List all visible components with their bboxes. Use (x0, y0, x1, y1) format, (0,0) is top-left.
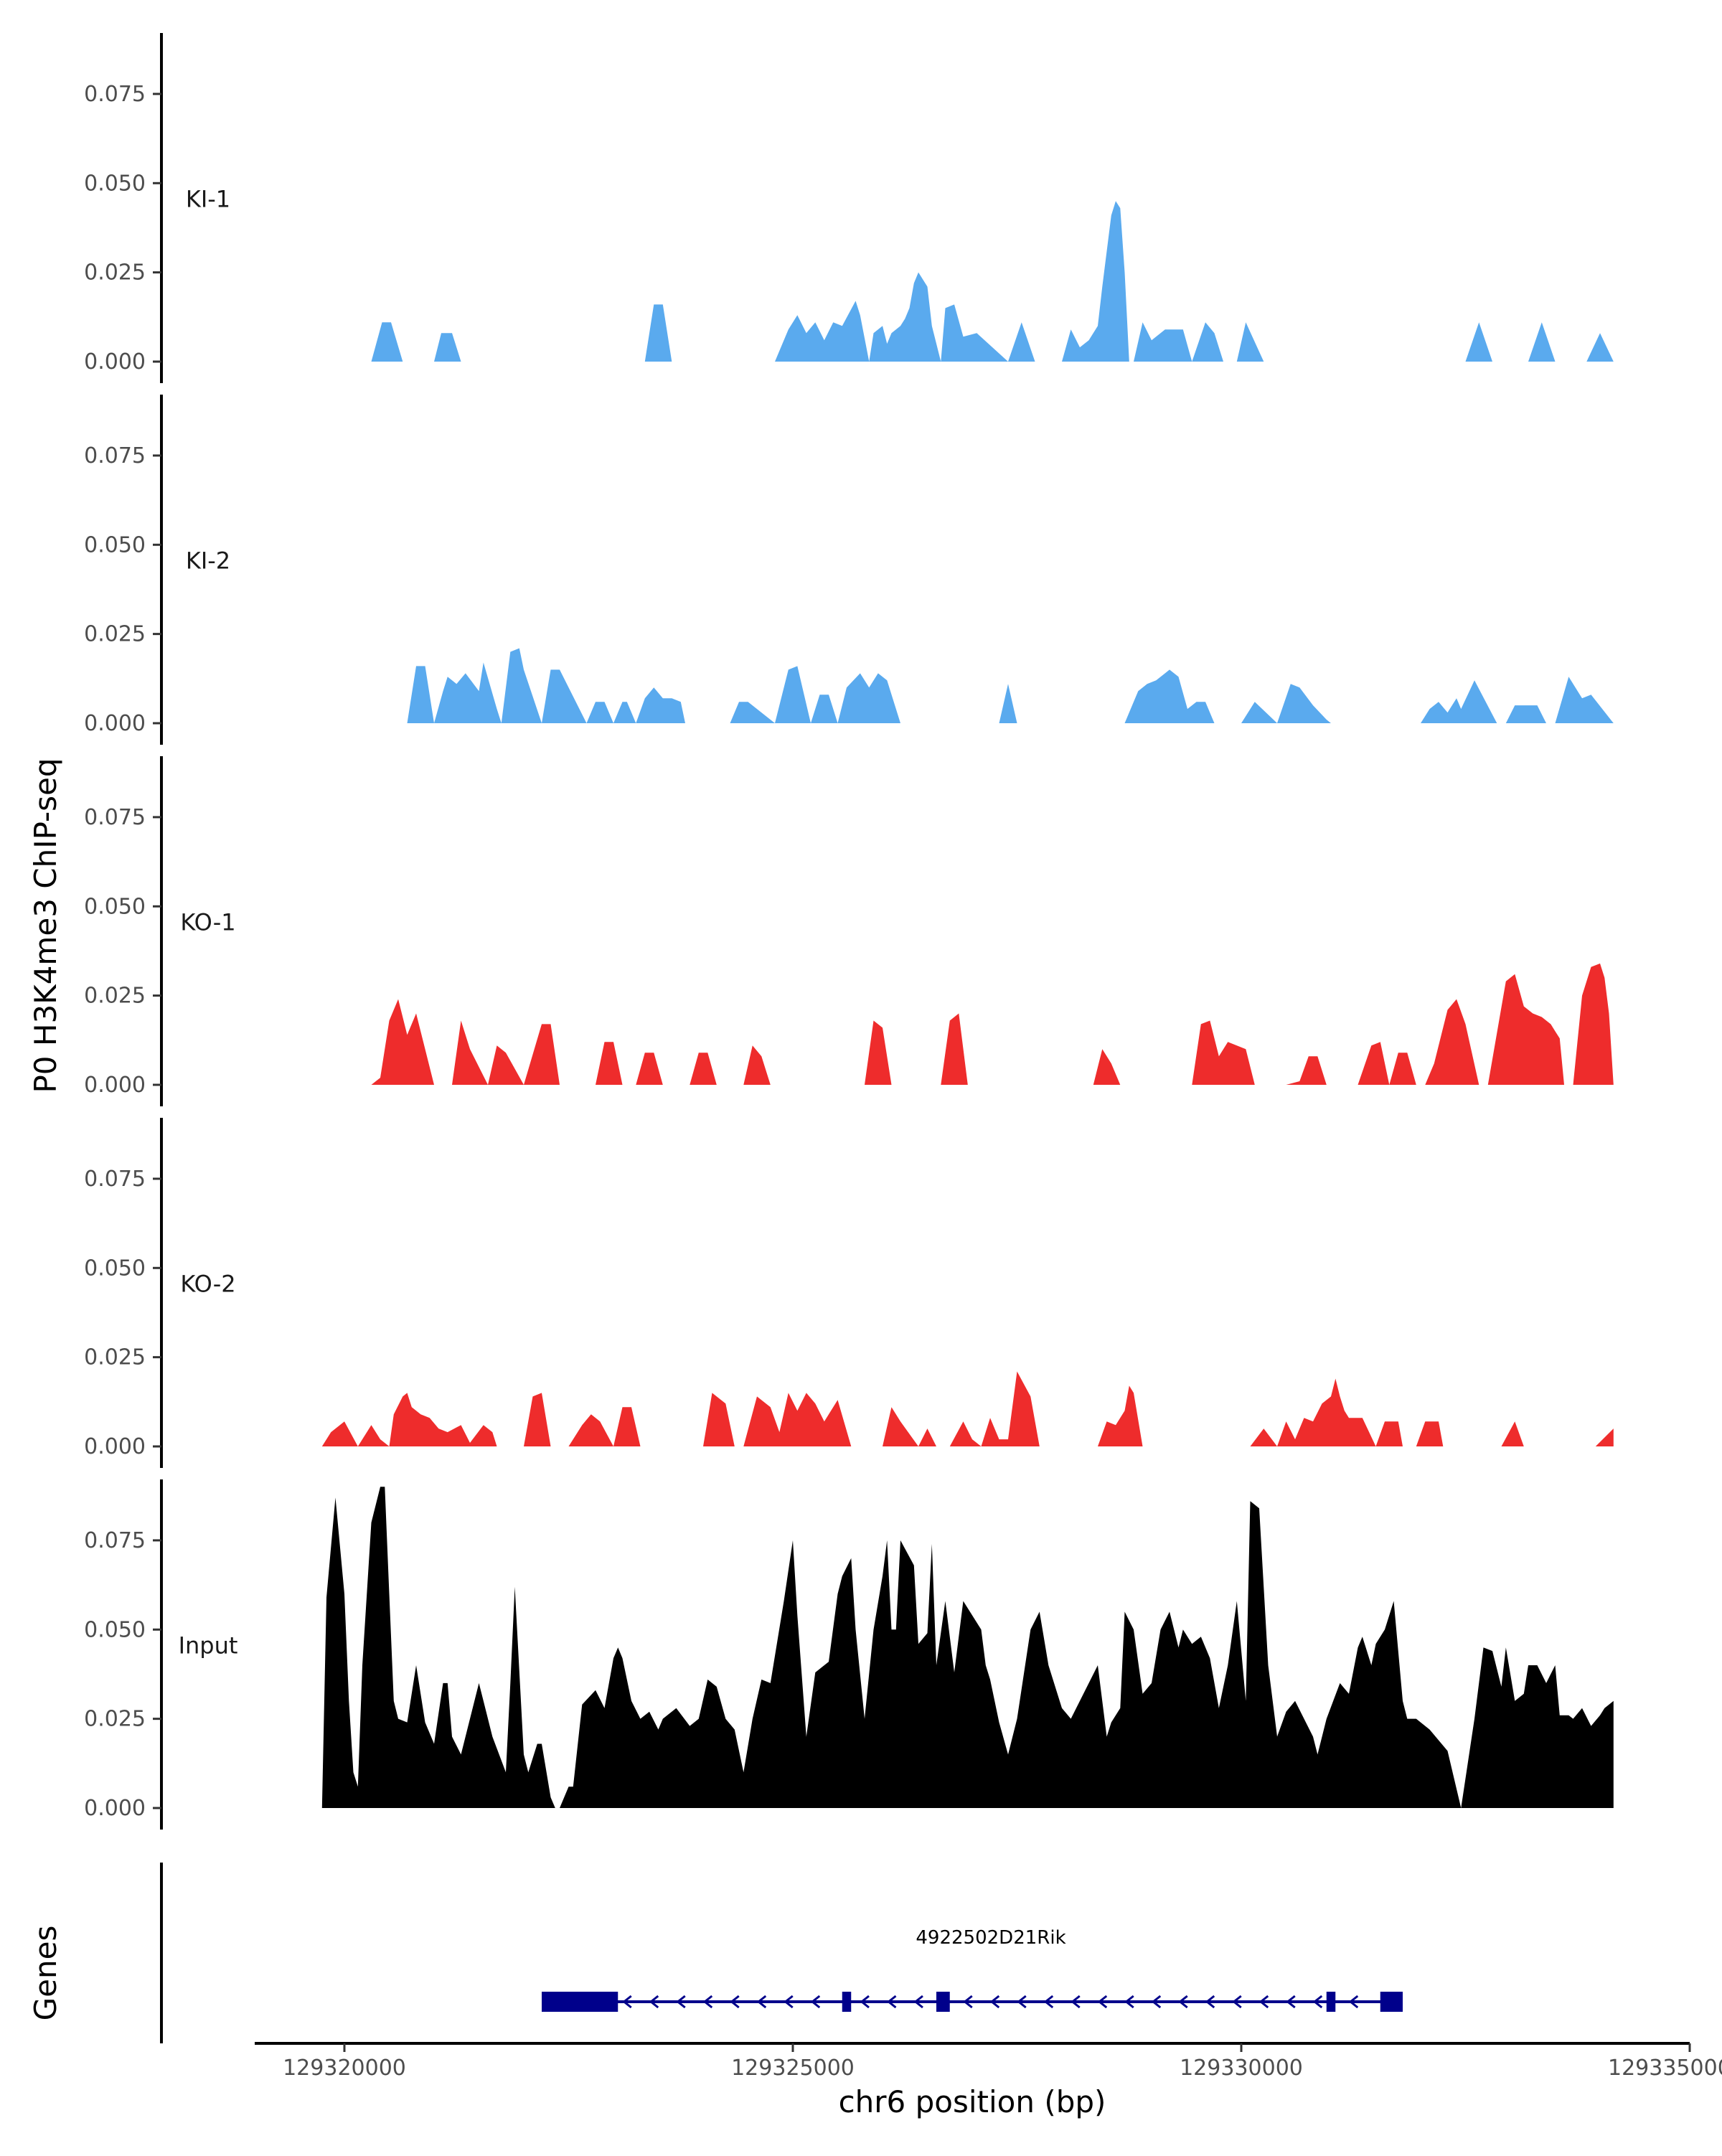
track-panel-ko-1: 0.000 0.025 0.050 0.075 KO-1 (84, 756, 1614, 1106)
track-panel-ki-2: 0.000 0.025 0.050 0.075 KI-2 (84, 395, 1614, 745)
x-axis: 129320000 129325000 129330000 129335000 (255, 2042, 1722, 2081)
strand-arrow (730, 1995, 740, 2009)
x-tick-label: 129320000 (283, 2056, 406, 2081)
strand-arrow (1312, 1995, 1323, 2009)
strand-arrow (1043, 1995, 1054, 2009)
strand-arrow (1232, 1995, 1242, 2009)
track-label: Input (179, 1632, 238, 1660)
strand-arrow (1178, 1995, 1188, 2009)
strand-arrow (622, 1995, 632, 2009)
x-tick-label: 129335000 (1608, 2056, 1722, 2081)
track-label: KO-1 (180, 909, 235, 936)
strand-arrow (913, 1995, 923, 2009)
signal-area-ko-2 (321, 1371, 1614, 1446)
y-tick-label: 0.000 (84, 1073, 146, 1098)
y-tick-label: 0.075 (84, 82, 146, 107)
gene-exon (542, 1992, 618, 2012)
track-panel-input: 0.000 0.025 0.050 0.075 Input (84, 1479, 1614, 1830)
y-tick-label: 0.050 (84, 1617, 146, 1642)
strand-arrow (810, 1995, 821, 2009)
gene-exon (1326, 1992, 1336, 2012)
y-tick-label: 0.075 (84, 443, 146, 469)
gene-exon (936, 1992, 950, 2012)
strand-arrow (1286, 1995, 1296, 2009)
tracks-layer: 0.0000.0250.0500.075KI-10.0000.0250.0500… (84, 33, 1614, 1830)
signal-area-ko-1 (371, 963, 1614, 1085)
y-tick-label: 0.075 (84, 1528, 146, 1553)
strand-arrow (1097, 1995, 1108, 2009)
gene-panel: 4922502D21Rik (160, 1863, 1403, 2043)
strand-arrow (989, 1995, 1000, 2009)
signal-area-input (321, 1487, 1614, 1808)
strand-arrow (1348, 1995, 1359, 2009)
y-tick-label: 0.050 (84, 1256, 146, 1281)
y-axis-title: P0 H3K4me3 ChIP-seq (28, 758, 63, 1093)
strand-arrow (649, 1995, 659, 2009)
y-tick-label: 0.025 (84, 1345, 146, 1370)
y-tick-label: 0.025 (84, 260, 146, 286)
x-tick-label: 129330000 (1180, 2056, 1303, 2081)
strand-arrow (756, 1995, 767, 2009)
y-tick-label: 0.075 (84, 805, 146, 830)
track-panel-ki-1: 0.000 0.025 0.050 0.075 KI-1 (84, 33, 1614, 383)
y-tick-label: 0.025 (84, 622, 146, 647)
y-tick-label: 0.050 (84, 894, 146, 919)
gene-exon (842, 1992, 852, 2012)
strand-arrow (1124, 1995, 1134, 2009)
y-tick-label: 0.000 (84, 349, 146, 375)
y-tick-label: 0.025 (84, 984, 146, 1009)
track-label: KI-1 (186, 186, 230, 213)
signal-area-ki-2 (407, 648, 1614, 723)
strand-arrow (963, 1995, 973, 2009)
strand-arrow (1017, 1995, 1027, 2009)
y-tick-label: 0.000 (84, 711, 146, 736)
y-tick-label: 0.050 (84, 532, 146, 557)
strand-arrow (1071, 1995, 1081, 2009)
y-tick-label: 0.000 (84, 1796, 146, 1821)
track-panel-ko-2: 0.000 0.025 0.050 0.075 KO-2 (84, 1118, 1614, 1468)
strand-arrow (1258, 1995, 1269, 2009)
strand-arrow (860, 1995, 870, 2009)
signal-area-ki-1 (371, 201, 1614, 362)
strand-arrow (676, 1995, 686, 2009)
strand-arrow (784, 1995, 794, 2009)
gene-exon (1380, 1992, 1403, 2012)
y-tick-label: 0.025 (84, 1707, 146, 1732)
x-tick-label: 129325000 (731, 2056, 855, 2081)
track-label: KI-2 (186, 547, 230, 575)
strand-arrow (1205, 1995, 1215, 2009)
strand-arrow (887, 1995, 897, 2009)
x-axis-title: chr6 position (bp) (839, 2084, 1106, 2119)
track-label: KO-2 (180, 1271, 235, 1298)
y-tick-label: 0.075 (84, 1167, 146, 1192)
y-tick-label: 0.050 (84, 171, 146, 196)
genes-panel-title: Genes (28, 1926, 63, 2021)
strand-arrow (1151, 1995, 1162, 2009)
y-tick-label: 0.000 (84, 1434, 146, 1459)
strand-arrow (702, 1995, 713, 2009)
gene-name-label: 4922502D21Rik (916, 1927, 1065, 1949)
